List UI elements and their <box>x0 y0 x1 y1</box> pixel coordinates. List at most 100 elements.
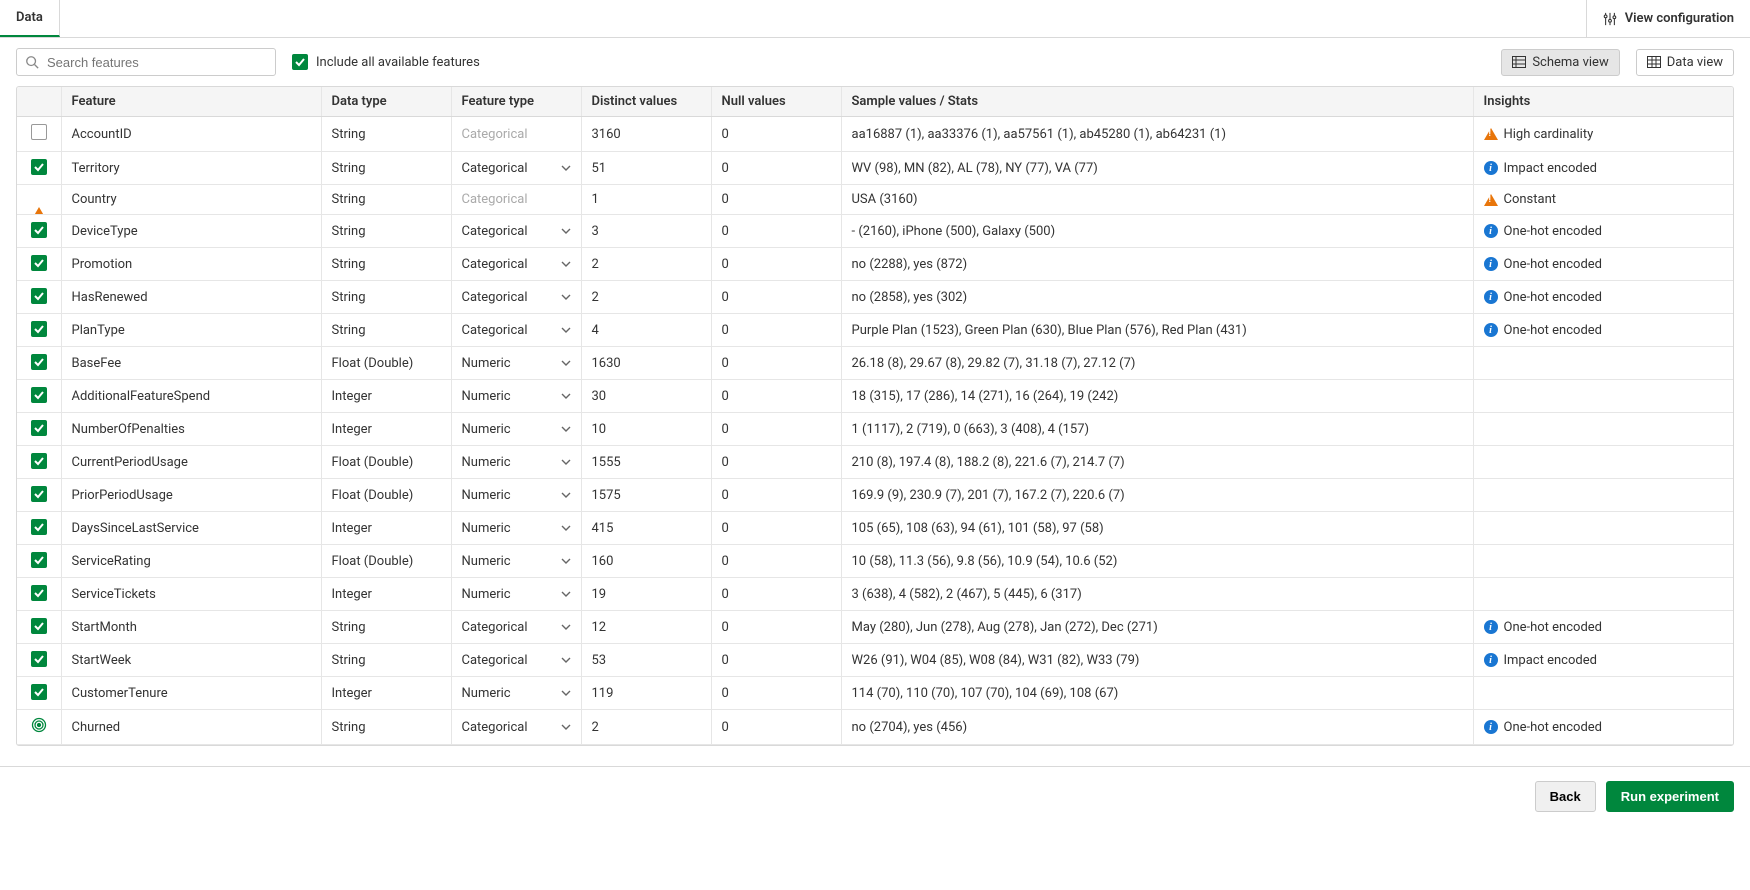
null-values: 0 <box>711 611 841 644</box>
tab-data[interactable]: Data <box>0 0 60 37</box>
row-selector[interactable] <box>17 215 61 248</box>
checkbox-checked-icon[interactable] <box>31 159 47 175</box>
table-row: StartMonthStringCategorical120May (280),… <box>17 611 1733 644</box>
checkbox-checked-icon[interactable] <box>31 453 47 469</box>
col-feature[interactable]: Feature <box>61 87 321 117</box>
checkbox-checked-icon[interactable] <box>31 486 47 502</box>
row-selector[interactable] <box>17 152 61 185</box>
checkbox-checked-icon[interactable] <box>31 321 47 337</box>
search-features[interactable] <box>16 48 276 76</box>
row-selector[interactable] <box>17 413 61 446</box>
insight-text: Constant <box>1504 192 1557 207</box>
feature-type[interactable]: Categorical <box>451 215 581 248</box>
row-selector[interactable] <box>17 314 61 347</box>
run-experiment-button[interactable]: Run experiment <box>1606 781 1734 812</box>
row-selector[interactable] <box>17 347 61 380</box>
chevron-down-icon[interactable] <box>561 490 571 501</box>
row-selector[interactable] <box>17 710 61 745</box>
chevron-down-icon[interactable] <box>561 358 571 369</box>
warning-icon <box>32 192 46 215</box>
col-sample[interactable]: Sample values / Stats <box>841 87 1473 117</box>
include-all-checkbox[interactable] <box>292 54 308 70</box>
checkbox-checked-icon[interactable] <box>31 387 47 403</box>
insight-text: One-hot encoded <box>1504 290 1603 305</box>
back-button[interactable]: Back <box>1535 781 1596 812</box>
feature-type[interactable]: Numeric <box>451 347 581 380</box>
chevron-down-icon[interactable] <box>561 292 571 303</box>
feature-type-label: Categorical <box>462 323 528 338</box>
chevron-down-icon[interactable] <box>561 622 571 633</box>
row-selector[interactable] <box>17 281 61 314</box>
feature-type[interactable]: Categorical <box>451 152 581 185</box>
row-selector[interactable] <box>17 578 61 611</box>
chevron-down-icon[interactable] <box>561 655 571 666</box>
row-selector[interactable] <box>17 644 61 677</box>
row-selector[interactable] <box>17 446 61 479</box>
include-all-features[interactable]: Include all available features <box>292 54 480 70</box>
checkbox-checked-icon[interactable] <box>31 354 47 370</box>
feature-type[interactable]: Categorical <box>451 314 581 347</box>
feature-type[interactable]: Categorical <box>451 281 581 314</box>
col-data-type[interactable]: Data type <box>321 87 451 117</box>
row-selector[interactable] <box>17 611 61 644</box>
warning-icon <box>1484 128 1498 140</box>
chevron-down-icon[interactable] <box>561 523 571 534</box>
view-configuration-label: View configuration <box>1625 11 1734 26</box>
feature-type[interactable]: Numeric <box>451 446 581 479</box>
feature-type[interactable]: Numeric <box>451 380 581 413</box>
row-selector[interactable] <box>17 248 61 281</box>
feature-type[interactable]: Numeric <box>451 545 581 578</box>
chevron-down-icon[interactable] <box>561 424 571 435</box>
chevron-down-icon[interactable] <box>561 259 571 270</box>
chevron-down-icon[interactable] <box>561 457 571 468</box>
chevron-down-icon[interactable] <box>561 556 571 567</box>
checkbox-checked-icon[interactable] <box>31 420 47 436</box>
checkbox-checked-icon[interactable] <box>31 618 47 634</box>
col-null[interactable]: Null values <box>711 87 841 117</box>
checkbox-checked-icon[interactable] <box>31 288 47 304</box>
row-selector[interactable] <box>17 512 61 545</box>
chevron-down-icon[interactable] <box>561 163 571 174</box>
chevron-down-icon[interactable] <box>561 688 571 699</box>
schema-view-button[interactable]: Schema view <box>1501 49 1619 76</box>
data-view-button[interactable]: Data view <box>1636 49 1734 76</box>
row-selector[interactable] <box>17 185 61 215</box>
checkbox-checked-icon[interactable] <box>31 552 47 568</box>
view-configuration-button[interactable]: View configuration <box>1586 0 1750 37</box>
row-selector[interactable] <box>17 545 61 578</box>
checkbox-checked-icon[interactable] <box>31 222 47 238</box>
feature-type[interactable]: Numeric <box>451 413 581 446</box>
search-input[interactable] <box>45 54 267 71</box>
feature-type[interactable]: Categorical <box>451 248 581 281</box>
feature-type[interactable]: Numeric <box>451 479 581 512</box>
chevron-down-icon[interactable] <box>561 325 571 336</box>
feature-type-label: Categorical <box>462 290 528 305</box>
row-selector[interactable] <box>17 380 61 413</box>
checkbox-unchecked-icon[interactable] <box>31 124 47 140</box>
chevron-down-icon[interactable] <box>561 589 571 600</box>
checkbox-checked-icon[interactable] <box>31 651 47 667</box>
checkbox-checked-icon[interactable] <box>31 684 47 700</box>
feature-type[interactable]: Numeric <box>451 512 581 545</box>
feature-type[interactable]: Categorical <box>451 611 581 644</box>
feature-type[interactable]: Categorical <box>451 644 581 677</box>
insight-text: One-hot encoded <box>1504 257 1603 272</box>
chevron-down-icon[interactable] <box>561 391 571 402</box>
chevron-down-icon[interactable] <box>561 722 571 733</box>
insight <box>1473 479 1733 512</box>
chevron-down-icon[interactable] <box>561 226 571 237</box>
feature-type[interactable]: Numeric <box>451 677 581 710</box>
checkbox-checked-icon[interactable] <box>31 585 47 601</box>
table-row: ServiceTicketsIntegerNumeric1903 (638), … <box>17 578 1733 611</box>
data-type: Integer <box>321 578 451 611</box>
checkbox-checked-icon[interactable] <box>31 255 47 271</box>
col-distinct[interactable]: Distinct values <box>581 87 711 117</box>
row-selector[interactable] <box>17 479 61 512</box>
row-selector[interactable] <box>17 117 61 152</box>
feature-type[interactable]: Categorical <box>451 710 581 745</box>
checkbox-checked-icon[interactable] <box>31 519 47 535</box>
feature-type[interactable]: Numeric <box>451 578 581 611</box>
col-insights[interactable]: Insights <box>1473 87 1733 117</box>
col-feature-type[interactable]: Feature type <box>451 87 581 117</box>
row-selector[interactable] <box>17 677 61 710</box>
